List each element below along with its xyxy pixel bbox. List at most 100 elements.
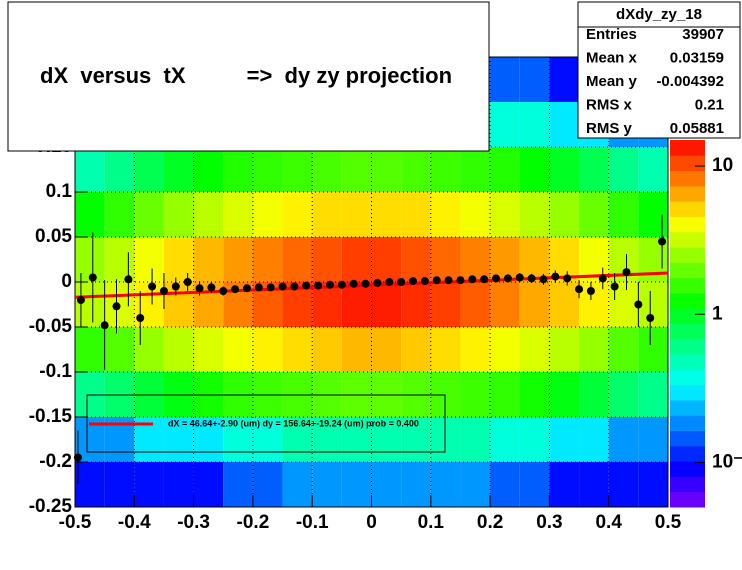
- color-step: [670, 399, 705, 416]
- legend-box: [86, 394, 446, 453]
- profile-point: [373, 278, 382, 287]
- profile-point: [325, 280, 334, 289]
- heat-cell: [401, 417, 431, 462]
- heat-cell: [579, 147, 609, 192]
- profile-point: [100, 321, 109, 330]
- color-step: [670, 155, 705, 172]
- heat-cell: [549, 462, 580, 507]
- heat-cell: [549, 372, 580, 417]
- x-tick-label: -0.2: [237, 512, 270, 533]
- color-step: [670, 461, 705, 477]
- color-step: [670, 262, 705, 279]
- heat-cell: [252, 417, 283, 462]
- z-tick-label: 10⁻¹: [712, 451, 742, 472]
- profile-point: [397, 278, 406, 286]
- heat-cell: [430, 327, 461, 372]
- profile-point: [278, 282, 287, 291]
- y-tick-label: 0: [61, 271, 72, 292]
- heat-cell: [638, 372, 668, 417]
- heat-cell: [371, 462, 402, 507]
- profile-point: [539, 275, 548, 284]
- x-tick-label: -0.1: [296, 512, 329, 533]
- profile-point: [290, 282, 299, 291]
- heat-cell: [75, 147, 105, 192]
- color-step: [670, 185, 705, 202]
- heat-cell: [312, 147, 342, 192]
- heat-cell: [193, 192, 224, 237]
- color-step: [670, 354, 705, 370]
- color-step: [670, 216, 705, 233]
- heat-cell: [312, 462, 342, 507]
- heat-cell: [252, 237, 283, 282]
- heat-cell: [312, 417, 342, 462]
- stats-box: dXdy_zy_18 Entries 39907 Mean x 0.03159 Mean…: [577, 1, 741, 139]
- profile-point: [159, 287, 168, 295]
- heat-cell: [163, 192, 194, 237]
- axes: -0.5 -0.4 -0.3 -0.2 -0.1 0 0.1 0.2 0.3 0.4 0.5 -0.2…: [29, 136, 682, 533]
- heat-cell: [579, 372, 609, 417]
- heat-cell: [460, 282, 491, 327]
- heat-cell: [341, 282, 372, 327]
- heat-cell: [490, 237, 520, 282]
- heat-cell: [519, 57, 550, 102]
- color-step: [670, 323, 705, 340]
- heat-cell: [519, 237, 550, 282]
- profile-point: [183, 278, 192, 286]
- heat-cell: [638, 192, 668, 237]
- heat-cell: [371, 147, 402, 192]
- heat-cell: [341, 327, 372, 372]
- heat-cell: [608, 462, 639, 507]
- heat-cell: [163, 462, 194, 507]
- heat-cell: [163, 417, 194, 462]
- heat-cell: [579, 327, 609, 372]
- heat-cell: [608, 327, 639, 372]
- heat-cell: [490, 462, 520, 507]
- heat-cell: [252, 192, 283, 237]
- heat-cell: [134, 192, 164, 237]
- heat-cell: [608, 417, 639, 462]
- heat-cell: [460, 462, 491, 507]
- heat-cell: [75, 462, 105, 507]
- heat-cell: [104, 462, 135, 507]
- heat-cell: [490, 372, 520, 417]
- color-step: [670, 247, 705, 263]
- y-tick-label: 0.05: [35, 226, 72, 247]
- heat-cell: [252, 462, 283, 507]
- x-tick-label: -0.4: [118, 512, 151, 533]
- stats-title: dXdy_zy_18: [616, 6, 702, 23]
- heat-cell: [401, 327, 431, 372]
- heat-cell: [490, 57, 520, 102]
- heat-cell: [549, 417, 580, 462]
- y-tick-label: -0.25: [29, 496, 73, 517]
- heat-cell: [75, 192, 105, 237]
- heat-cell: [519, 327, 550, 372]
- profile-point: [492, 274, 501, 283]
- profile-point: [302, 281, 311, 290]
- heat-cell: [549, 102, 580, 147]
- y-tick-label: 0.1: [46, 181, 73, 202]
- heat-cell: [134, 327, 164, 372]
- heat-cell: [312, 327, 342, 372]
- heat-cell: [252, 327, 283, 372]
- profile-point: [409, 277, 418, 286]
- heat-cell: [193, 147, 224, 192]
- heat-cell: [401, 192, 431, 237]
- stats-value: -0.004392: [656, 73, 724, 90]
- heat-cell: [519, 102, 550, 147]
- heat-cell: [608, 192, 639, 237]
- heat-cell: [430, 192, 461, 237]
- heat-cell: [163, 282, 194, 327]
- heat-cell: [104, 237, 135, 282]
- heat-cell: [549, 327, 580, 372]
- profile-point: [575, 285, 584, 294]
- heat-cell: [638, 417, 668, 462]
- heat-cell: [490, 417, 520, 462]
- color-step: [670, 369, 705, 386]
- x-tick-label: 0.1: [418, 512, 445, 533]
- heat-cell: [75, 327, 105, 372]
- heat-cell: [579, 462, 609, 507]
- heat-cell: [490, 327, 520, 372]
- heat-cell: [460, 372, 491, 417]
- profile-point: [207, 283, 216, 292]
